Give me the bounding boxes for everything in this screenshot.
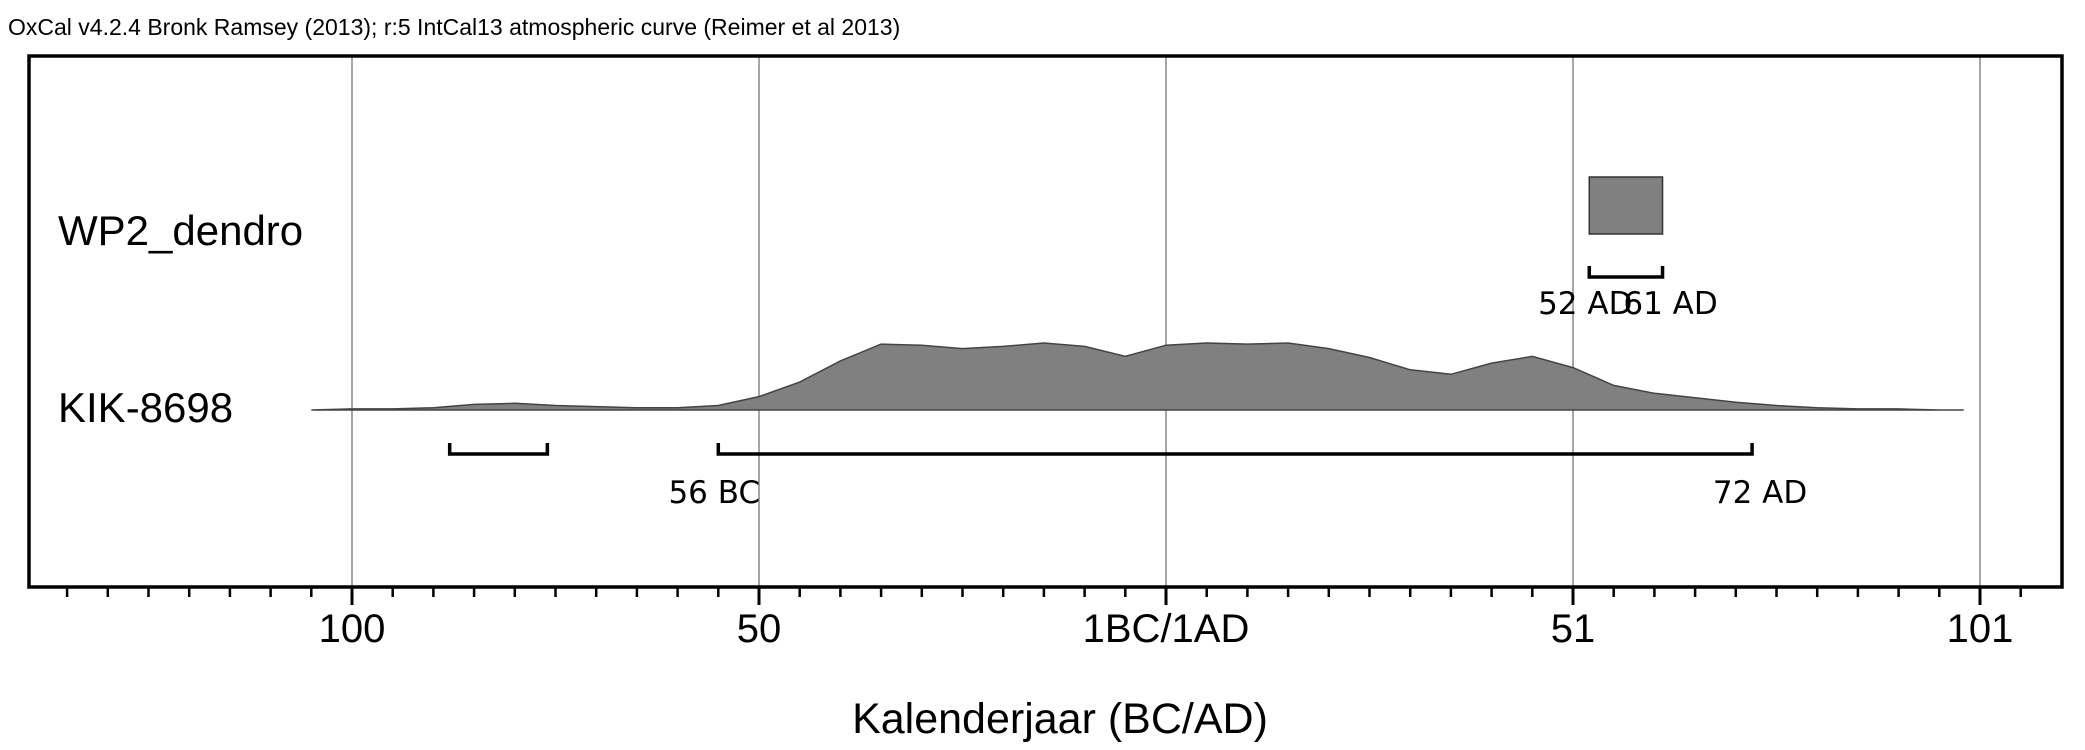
range-bracket [447,443,550,456]
range-start-label: 52 AD [1538,286,1632,322]
x-axis-label: Kalenderjaar (BC/AD) [852,695,1268,743]
range-end-label: 61 AD [1623,286,1717,322]
range-bracket [1587,266,1665,279]
range-bracket [716,443,1754,456]
tick-label: 101 [1947,607,2014,651]
distribution-box [1588,176,1664,235]
plot-frame [27,54,2064,589]
header-text: OxCal v4.2.4 Bronk Ramsey (2013); r:5 In… [8,14,900,40]
series-kik-8698: KIK-8698 56 BC 72 AD [58,342,1964,511]
plot-area [29,56,2062,587]
series-label: KIK-8698 [58,384,233,431]
tick-label: 51 [1551,607,1596,651]
tick-label: 50 [737,607,782,651]
series-label: WP2_dendro [58,207,303,254]
grid-lines [351,56,1981,587]
tick-label: 100 [319,607,386,651]
tick-label: 1BC/1AD [1083,607,1250,651]
x-axis-ticks: 100 50 1BC/1AD 51 101 [65,587,2022,651]
range-start-label: 56 BC [668,475,760,511]
range-end-label: 72 AD [1713,475,1807,511]
distribution-area [311,342,1964,411]
